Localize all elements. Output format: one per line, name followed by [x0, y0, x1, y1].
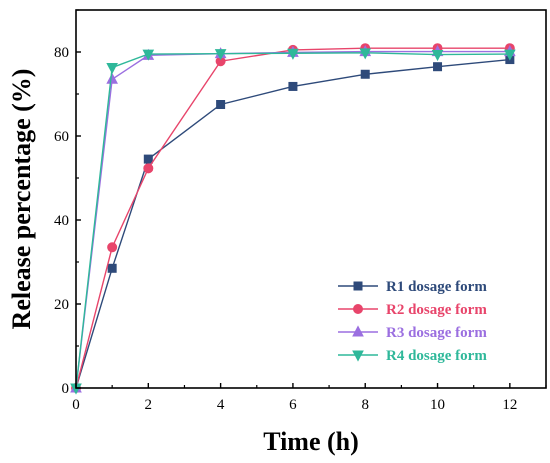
x-tick-label: 8	[361, 397, 369, 413]
data-point	[106, 63, 118, 75]
data-point	[431, 50, 444, 62]
data-point	[504, 49, 516, 61]
data-point	[214, 49, 227, 61]
x-tick-label: 12	[502, 397, 517, 413]
data-point	[106, 72, 118, 84]
series-1	[71, 55, 515, 393]
x-tick-label: 2	[145, 397, 153, 413]
plot-area	[70, 43, 516, 395]
data-point	[359, 48, 372, 60]
data-point	[287, 48, 299, 60]
data-point	[216, 100, 226, 109]
legend-marker	[352, 350, 364, 362]
y-tick-label: 20	[54, 297, 69, 313]
data-point	[143, 163, 154, 174]
legend-marker	[353, 281, 363, 291]
series-line	[75, 47, 510, 389]
legend-item: R1 dosage form	[338, 279, 487, 295]
series-line	[75, 58, 510, 389]
x-tick-label: 4	[217, 397, 225, 413]
x-axis-title: Time (h)	[263, 427, 359, 456]
plot-frame	[75, 9, 547, 389]
y-tick-label: 0	[62, 381, 70, 397]
legend-item: R4 dosage form	[338, 348, 487, 364]
y-axis-title: Release percentage (%)	[7, 69, 36, 330]
legend-marker	[353, 304, 363, 314]
legend-label: R2 dosage form	[386, 302, 487, 318]
axis-ticks: 0 2 4 6 8 10 12 0 20 40 60 80	[54, 9, 547, 413]
data-point	[288, 81, 298, 91]
legend-item: R2 dosage form	[338, 302, 487, 318]
data-point	[433, 62, 443, 72]
data-point	[142, 49, 155, 61]
y-tick-label: 80	[54, 45, 69, 61]
series-4	[70, 48, 516, 395]
x-tick-label: 0	[72, 397, 80, 413]
legend-label: R4 dosage form	[386, 348, 487, 364]
data-point	[360, 69, 370, 79]
legend: R1 dosage form R2 dosage form R3 dosage fo…	[338, 279, 487, 364]
legend-label: R3 dosage form	[386, 325, 487, 341]
y-tick-label: 40	[54, 213, 69, 229]
series-line	[75, 52, 510, 389]
legend-label: R1 dosage form	[386, 279, 487, 295]
y-tick-label: 60	[54, 129, 69, 145]
legend-marker	[352, 325, 364, 337]
data-point	[107, 242, 118, 253]
x-tick-label: 6	[289, 397, 297, 413]
legend-item: R3 dosage form	[338, 325, 487, 341]
data-point	[107, 263, 117, 273]
x-tick-label: 10	[430, 397, 445, 413]
data-point	[143, 154, 153, 164]
